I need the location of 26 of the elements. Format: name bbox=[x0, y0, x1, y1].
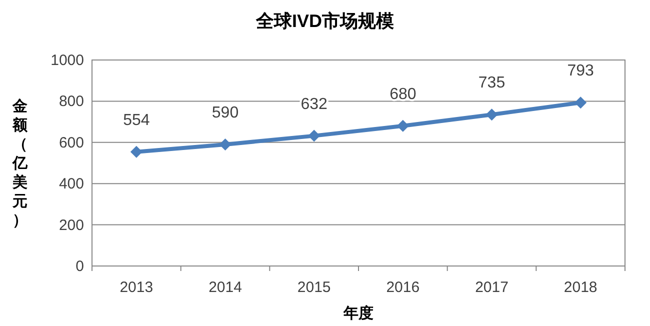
x-axis-title: 年度 bbox=[342, 304, 374, 322]
point bbox=[308, 130, 320, 142]
point bbox=[486, 108, 498, 121]
y-tick-label: 400 bbox=[58, 176, 84, 193]
y-tick-label: 0 bbox=[76, 258, 84, 275]
y-tick-label: 1000 bbox=[50, 52, 84, 69]
x-tick-label: 2015 bbox=[297, 279, 331, 296]
data-label: 735 bbox=[478, 74, 506, 92]
x-tick-label: 2018 bbox=[564, 279, 598, 296]
point bbox=[396, 120, 409, 132]
x-tick-label: 2016 bbox=[386, 279, 420, 296]
point bbox=[219, 138, 232, 150]
x-tick-label: 2013 bbox=[120, 279, 154, 296]
y-tick-label: 800 bbox=[58, 93, 84, 110]
y-axis-title: 金额（亿美元） bbox=[12, 98, 28, 229]
chart-title: 全球IVD市场规模 bbox=[254, 11, 394, 31]
x-tick-label: 2017 bbox=[475, 279, 508, 296]
data-label: 793 bbox=[567, 62, 594, 80]
data-label: 680 bbox=[390, 86, 416, 103]
data-label: 554 bbox=[123, 112, 150, 129]
point bbox=[130, 146, 142, 158]
y-tick-label: 200 bbox=[58, 216, 84, 234]
point bbox=[574, 96, 587, 109]
y-tick-label: 600 bbox=[58, 134, 84, 152]
x-tick-label: 2014 bbox=[208, 279, 242, 296]
data-label: 590 bbox=[212, 104, 239, 122]
